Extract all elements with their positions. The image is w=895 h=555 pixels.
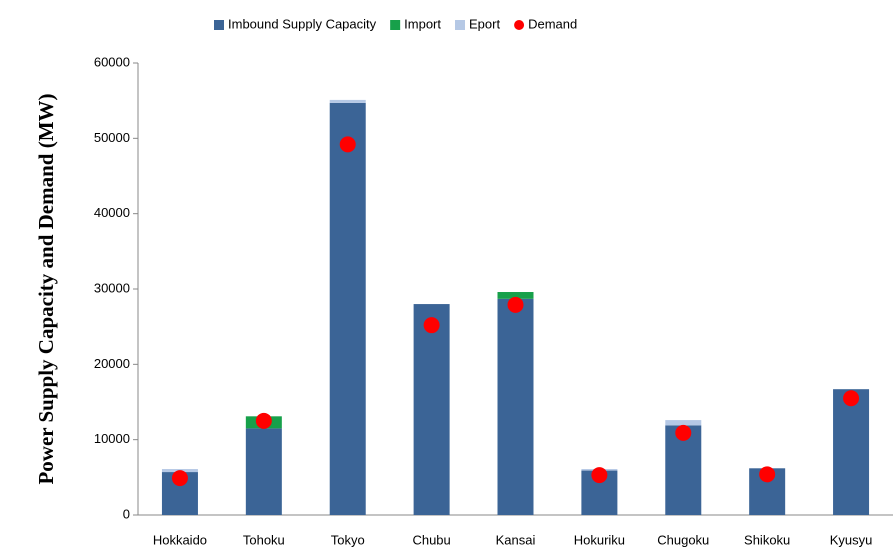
bar-segment [329, 102, 366, 515]
demand-dot [255, 412, 272, 429]
y-axis-title: Power Supply Capacity and Demand (MW) [34, 93, 58, 484]
demand-dot [507, 296, 524, 313]
y-tick-label: 20000 [94, 356, 130, 371]
x-tick-label: Hokuriku [574, 532, 625, 547]
x-tick-label: Kansai [496, 532, 536, 547]
legend-marker [214, 20, 224, 30]
x-tick-label: Shikoku [744, 532, 790, 547]
bar-segment [329, 99, 366, 103]
demand-dot [591, 467, 608, 484]
x-tick-label: Tohoku [243, 532, 285, 547]
bar-segment [245, 428, 282, 515]
demand-dot [843, 390, 860, 407]
legend-label: Imbound Supply Capacity [228, 16, 377, 31]
y-tick-label: 30000 [94, 280, 130, 295]
legend-marker [390, 20, 401, 30]
x-tick-label: Chubu [412, 532, 450, 547]
x-tick-label: Kyusyu [830, 532, 873, 547]
y-tick-label: 10000 [94, 431, 130, 446]
y-tick-label: 50000 [94, 130, 130, 145]
legend-label: Eport [469, 16, 500, 31]
legend-marker [514, 20, 525, 30]
legend-label: Import [404, 16, 441, 31]
bar-segment [413, 304, 450, 515]
x-tick-label: Hokkaido [153, 532, 207, 547]
demand-dot [339, 136, 356, 153]
bar-segment [497, 298, 534, 515]
bar-segment [497, 292, 534, 299]
bar-segment [833, 389, 870, 515]
legend-label: Demand [528, 16, 577, 31]
y-tick-label: 40000 [94, 205, 130, 220]
demand-dot [171, 470, 188, 487]
demand-dot [423, 317, 440, 334]
legend-marker [455, 20, 465, 30]
demand-dot [759, 466, 776, 483]
bar-segment [665, 420, 702, 426]
demand-dot [675, 424, 692, 441]
x-tick-label: Tokyo [331, 532, 365, 547]
y-tick-label: 60000 [94, 54, 130, 69]
x-tick-label: Chugoku [657, 532, 709, 547]
y-tick-label: 0 [123, 506, 130, 521]
